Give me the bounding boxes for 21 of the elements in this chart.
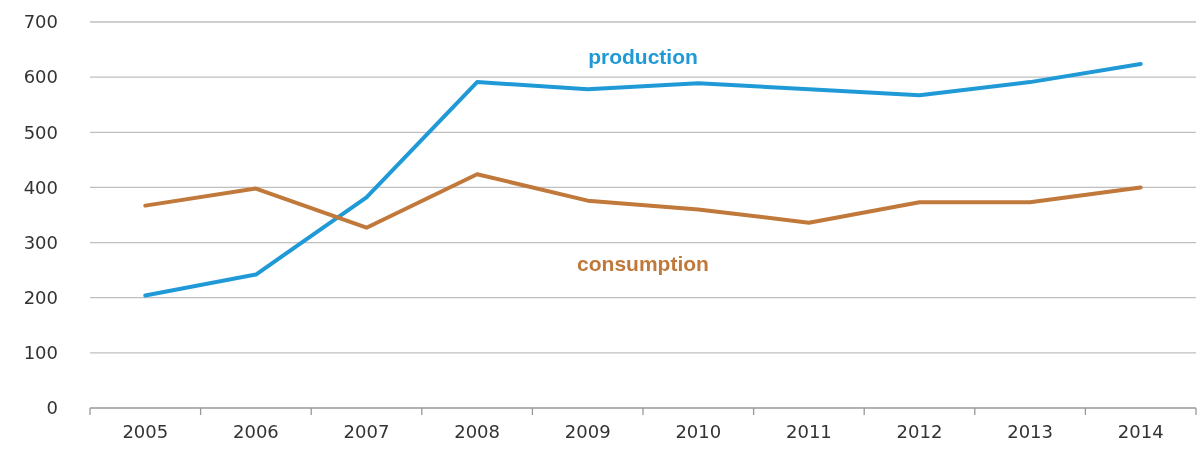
x-tick-label: 2012 [896,421,943,442]
x-tick-label: 2005 [122,421,169,442]
x-tick-label: 2010 [675,421,722,442]
line-series [143,172,1143,230]
x-tick-label: 2007 [343,421,390,442]
y-tick-label: 0 [46,397,58,419]
x-tick-label: 2014 [1117,421,1164,442]
y-tick-label: 700 [23,11,58,33]
y-tick-label: 400 [23,176,58,198]
x-tick-label: 2011 [785,421,832,442]
y-tick-label: 300 [23,231,58,253]
y-tick-label: 100 [23,342,58,364]
series-label: production [588,45,698,69]
x-tick-label: 2009 [564,421,611,442]
y-tick-label: 200 [23,287,58,309]
y-tick-label: 500 [23,121,58,143]
x-tick-label: 2008 [454,421,501,442]
y-tick-label: 600 [23,66,58,88]
series-label: consumption [577,252,709,276]
x-tick-label: 2013 [1007,421,1054,442]
x-tick-label: 2006 [232,421,279,442]
